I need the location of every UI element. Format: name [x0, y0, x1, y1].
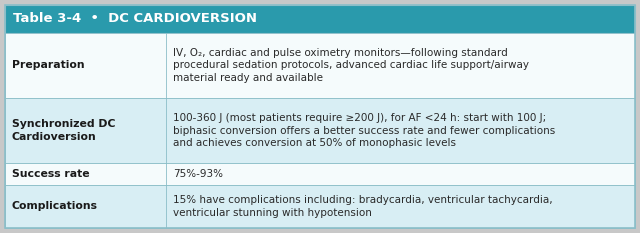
Text: 15% have complications including: bradycardia, ventricular tachycardia,
ventricu: 15% have complications including: bradyc…: [173, 195, 552, 218]
Text: Table 3-4  •  DC CARDIOVERSION: Table 3-4 • DC CARDIOVERSION: [13, 13, 257, 25]
Text: IV, O₂, cardiac and pulse oximetry monitors—following standard
procedural sedati: IV, O₂, cardiac and pulse oximetry monit…: [173, 48, 529, 83]
Bar: [5, 98, 635, 163]
Bar: [5, 33, 635, 98]
Text: 100-360 J (most patients require ≥200 J), for AF <24 h: start with 100 J;
biphas: 100-360 J (most patients require ≥200 J)…: [173, 113, 555, 148]
Text: Synchronized DC
Cardioversion: Synchronized DC Cardioversion: [12, 119, 115, 142]
Text: Preparation: Preparation: [12, 61, 84, 71]
Bar: [5, 5, 635, 33]
Text: Complications: Complications: [12, 201, 98, 211]
Text: 75%-93%: 75%-93%: [173, 169, 223, 179]
Bar: [5, 185, 635, 228]
Bar: [5, 163, 635, 185]
Text: Success rate: Success rate: [12, 169, 90, 179]
